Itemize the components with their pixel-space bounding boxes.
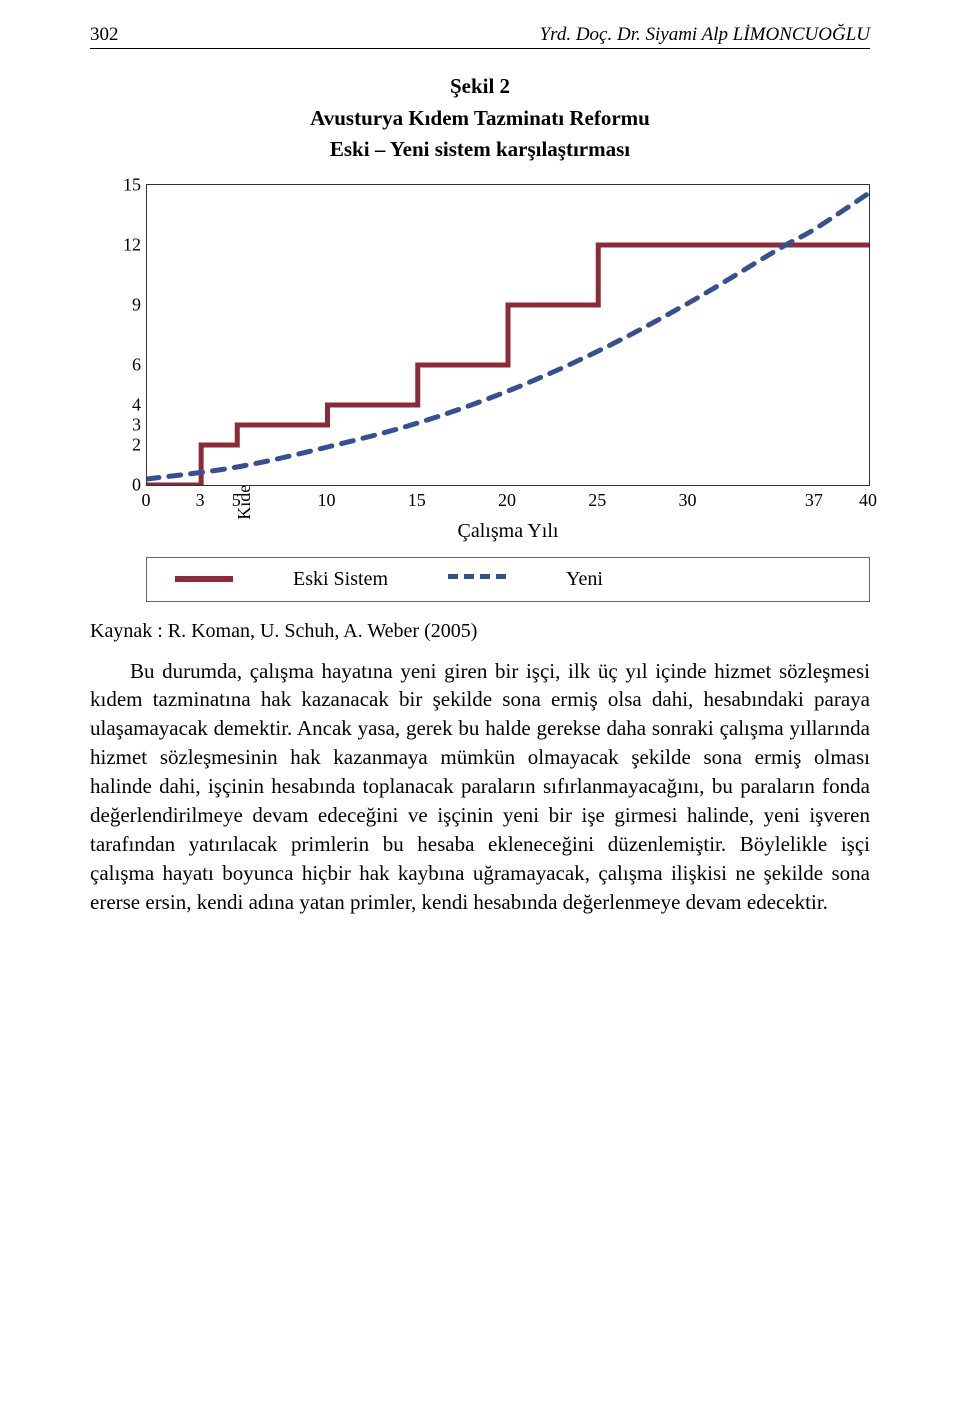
x-tick: 10	[318, 490, 336, 511]
running-head: 302 Yrd. Doç. Dr. Siyami Alp LİMONCUOĞLU	[90, 24, 870, 49]
y-tick: 15	[107, 174, 141, 195]
page: 302 Yrd. Doç. Dr. Siyami Alp LİMONCUOĞLU…	[0, 0, 960, 1422]
figure-caption: Şekil 2 Avusturya Kıdem Tazminatı Reform…	[90, 71, 870, 166]
legend-swatch-new	[448, 574, 506, 585]
running-title: Yrd. Doç. Dr. Siyami Alp LİMONCUOĞLU	[540, 24, 870, 46]
legend-label-new: Yeni	[566, 568, 603, 591]
x-tick-row: 03510152025303740	[146, 490, 870, 514]
legend-swatch-old	[175, 576, 233, 582]
y-tick: 0	[107, 474, 141, 495]
x-tick: 20	[498, 490, 516, 511]
y-tick: 3	[107, 414, 141, 435]
x-axis-label: Çalışma Yılı	[146, 520, 870, 543]
x-tick: 3	[196, 490, 205, 511]
series-svg	[147, 185, 869, 485]
page-number: 302	[90, 24, 119, 46]
x-tick: 40	[859, 490, 877, 511]
plot-area: 0234691215	[146, 184, 870, 486]
figure-caption-line1: Şekil 2	[90, 71, 870, 103]
chart-region: Kıdem tazminatı miktarı (aylık ücret ola…	[90, 184, 870, 602]
x-tick: 30	[679, 490, 697, 511]
y-tick: 4	[107, 394, 141, 415]
body-paragraph: Bu durumda, çalışma hayatına yeni giren …	[90, 657, 870, 918]
y-tick: 2	[107, 434, 141, 455]
x-tick: 0	[142, 490, 151, 511]
figure-caption-line3: Eski – Yeni sistem karşılaştırması	[90, 134, 870, 166]
old-system-line	[147, 245, 869, 485]
source-line: Kaynak : R. Koman, U. Schuh, A. Weber (2…	[90, 620, 870, 643]
y-tick: 9	[107, 294, 141, 315]
x-tick: 5	[232, 490, 241, 511]
x-tick: 37	[805, 490, 823, 511]
y-tick: 6	[107, 354, 141, 375]
legend-label-old: Eski Sistem	[293, 568, 388, 591]
figure-caption-line2: Avusturya Kıdem Tazminatı Reformu	[90, 103, 870, 135]
x-tick: 25	[588, 490, 606, 511]
x-tick: 15	[408, 490, 426, 511]
y-tick: 12	[107, 234, 141, 255]
chart-box: Kıdem tazminatı miktarı (aylık ücret ola…	[146, 184, 870, 543]
legend: Eski Sistem Yeni	[146, 557, 870, 602]
